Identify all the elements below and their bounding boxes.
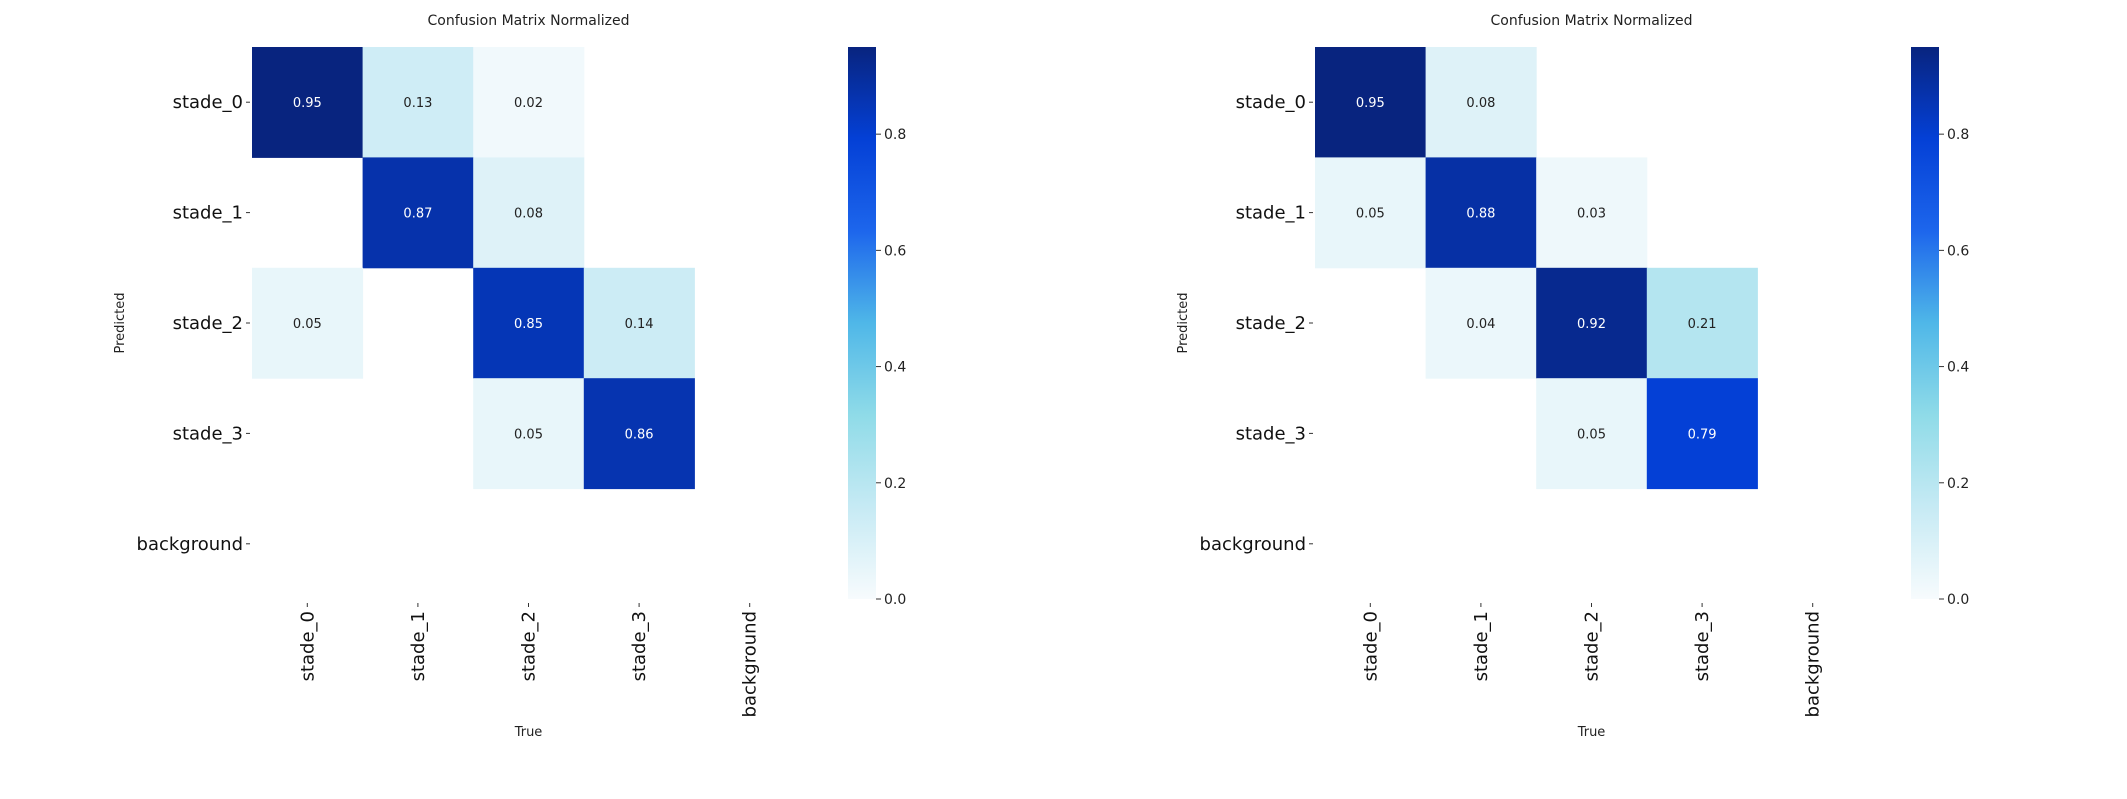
y-tick-label: stade_1 xyxy=(173,203,243,224)
cell-value-label: 0.85 xyxy=(514,317,543,332)
y-tick-label: stade_1 xyxy=(1236,203,1306,224)
colorbar-tick-label: 0.6 xyxy=(1947,243,1969,259)
heatmap-svg: Confusion Matrix Normalized 0.95 0.13 0.02 0… xyxy=(113,13,906,740)
cell-value-label: 0.95 xyxy=(1356,96,1385,111)
y-tick-label: stade_0 xyxy=(1236,92,1306,113)
cell-value-label: 0.14 xyxy=(625,317,654,332)
y-tick-label: background xyxy=(1200,534,1306,555)
y-tick-label: stade_3 xyxy=(173,423,243,444)
heatmap-cell xyxy=(1536,378,1648,490)
heatmap-cell xyxy=(252,47,364,158)
confusion-matrix-left: Confusion Matrix Normalized 0.95 0.13 0.02 0… xyxy=(0,0,1063,799)
x-tick-label: stade_3 xyxy=(1692,611,1713,681)
colorbar-tick-label: 0.8 xyxy=(884,127,906,143)
x-tick-label: stade_0 xyxy=(297,611,318,681)
y-tick-label: background xyxy=(137,534,243,555)
heatmap-cell xyxy=(1315,47,1427,158)
heatmap-cell xyxy=(583,267,695,379)
cell-value-label: 0.05 xyxy=(293,317,322,332)
cell-value-label: 0.05 xyxy=(1356,207,1385,222)
y-tick-label: stade_2 xyxy=(1236,313,1306,334)
colorbar-tick-label: 0.0 xyxy=(884,592,906,608)
colorbar-tick-label: 0.8 xyxy=(1947,127,1969,143)
heatmap-svg: Confusion Matrix Normalized 0.95 0.08 0.05 0… xyxy=(1176,13,1969,740)
heatmap-cell xyxy=(473,378,585,490)
x-tick-label: stade_2 xyxy=(519,611,540,681)
cell-value-label: 0.87 xyxy=(403,207,432,222)
heatmap-cell xyxy=(1646,267,1758,379)
y-axis-label: Predicted xyxy=(1176,292,1191,353)
x-axis-label: True xyxy=(514,725,543,740)
heatmap-cell xyxy=(1536,267,1648,379)
colorbar xyxy=(1911,47,1939,599)
cell-value-label: 0.86 xyxy=(625,427,654,442)
heatmap-cell xyxy=(473,267,585,379)
y-axis-label: Predicted xyxy=(113,292,128,353)
heatmap-cell xyxy=(1425,47,1537,158)
heatmap-cell xyxy=(1425,157,1537,269)
colorbar-tick-label: 0.2 xyxy=(884,476,906,492)
cell-value-label: 0.05 xyxy=(1577,427,1606,442)
cell-value-label: 0.03 xyxy=(1577,207,1606,222)
cell-value-label: 0.92 xyxy=(1577,317,1606,332)
y-tick-label: stade_0 xyxy=(173,92,243,113)
x-tick-label: stade_1 xyxy=(408,611,429,681)
cell-value-label: 0.88 xyxy=(1466,207,1495,222)
cell-value-label: 0.02 xyxy=(514,96,543,111)
confusion-matrix-right: Confusion Matrix Normalized 0.95 0.08 0.05 0… xyxy=(1063,0,2126,799)
heatmap-cell xyxy=(583,378,695,490)
heatmap-cell xyxy=(473,47,585,158)
x-tick-label: stade_0 xyxy=(1360,611,1381,681)
heatmap-cell xyxy=(252,267,364,379)
colorbar-tick-label: 0.6 xyxy=(884,243,906,259)
x-tick-label: background xyxy=(740,611,761,717)
y-tick-label: stade_3 xyxy=(1236,423,1306,444)
cell-value-label: 0.04 xyxy=(1466,317,1495,332)
colorbar-tick-label: 0.2 xyxy=(1947,476,1969,492)
chart-title: Confusion Matrix Normalized xyxy=(427,13,629,29)
x-tick-label: background xyxy=(1803,611,1824,717)
x-tick-label: stade_1 xyxy=(1471,611,1492,681)
heatmap-cell xyxy=(1646,378,1758,490)
cell-value-label: 0.13 xyxy=(403,96,432,111)
cell-value-label: 0.79 xyxy=(1688,427,1717,442)
x-tick-label: stade_2 xyxy=(1582,611,1603,681)
colorbar-tick-label: 0.0 xyxy=(1947,592,1969,608)
cell-value-label: 0.08 xyxy=(514,207,543,222)
heatmap-cell xyxy=(473,157,585,269)
y-tick-label: stade_2 xyxy=(173,313,243,334)
heatmap-cell xyxy=(1425,267,1537,379)
chart-title: Confusion Matrix Normalized xyxy=(1490,13,1692,29)
colorbar-tick-label: 0.4 xyxy=(884,360,906,376)
heatmap-cell xyxy=(1315,157,1427,269)
x-tick-label: stade_3 xyxy=(629,611,650,681)
colorbar xyxy=(848,47,876,599)
cell-value-label: 0.21 xyxy=(1688,317,1717,332)
colorbar-tick-label: 0.4 xyxy=(1947,360,1969,376)
heatmap-cell xyxy=(362,157,474,269)
cell-value-label: 0.95 xyxy=(293,96,322,111)
cell-value-label: 0.08 xyxy=(1466,96,1495,111)
cell-value-label: 0.05 xyxy=(514,427,543,442)
x-axis-label: True xyxy=(1577,725,1606,740)
heatmap-cell xyxy=(362,47,474,158)
heatmap-cell xyxy=(1536,157,1648,269)
